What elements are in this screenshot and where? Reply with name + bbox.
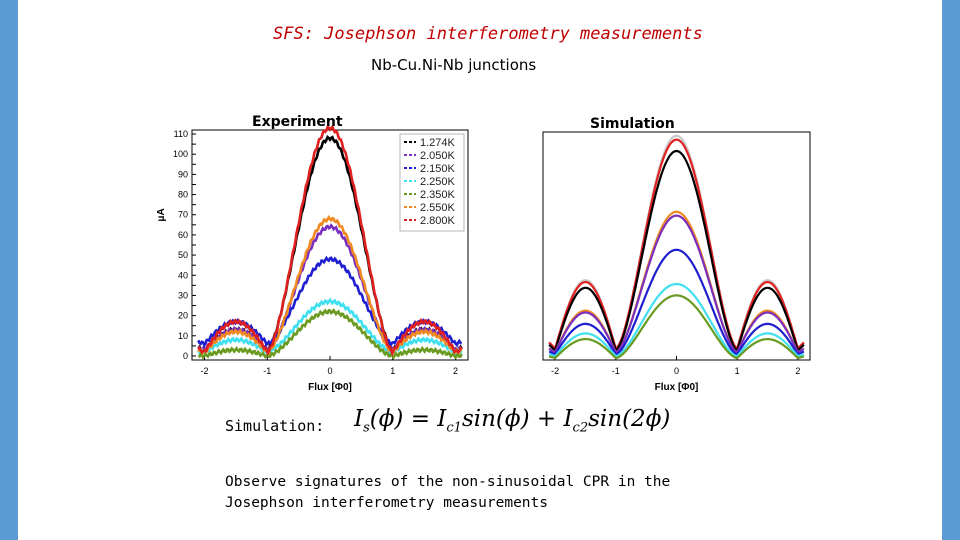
y-tick-label: 40: [178, 270, 188, 280]
series-line: [197, 124, 463, 357]
cpr-formula: Is(ϕ) = Ic1sin(ϕ) + Ic2sin(2ϕ): [354, 406, 671, 436]
series-line: [548, 149, 805, 353]
x-tick-label: 2: [453, 366, 458, 376]
y-tick-label: 30: [178, 290, 188, 300]
x-tick-label: 0: [327, 366, 332, 376]
plot-frame: [542, 131, 811, 361]
series-line: [548, 134, 805, 351]
x-tick-label: 1: [735, 366, 740, 376]
y-tick-label: 110: [174, 129, 188, 139]
simulation-label: Simulation: [590, 116, 675, 132]
series-line: [197, 297, 463, 356]
x-tick-label: -2: [551, 366, 559, 376]
legend-entry: 2.150K: [420, 163, 456, 175]
legend-entry: 2.250K: [420, 176, 456, 188]
series-line: [198, 307, 463, 360]
y-tick-label: 70: [178, 210, 188, 220]
slide-title: SFS: Josephson interferometry measuremen…: [273, 24, 703, 44]
legend-box: [399, 133, 465, 232]
legend-entry: 2.800K: [420, 215, 456, 227]
series-line: [548, 294, 805, 360]
x-tick-label: -1: [612, 366, 620, 376]
y-tick-label: 80: [178, 190, 188, 200]
legend-entry: 2.050K: [420, 150, 456, 162]
legend-entry: 1.274K: [420, 137, 456, 149]
legend-entry: 2.550K: [420, 202, 456, 214]
x-tick-label: -2: [201, 366, 209, 376]
y-axis-label: μA: [156, 208, 167, 221]
y-tick-label: 20: [178, 311, 188, 321]
experiment-label: Experiment: [252, 114, 343, 130]
y-tick-label: 0: [183, 351, 188, 361]
y-tick-label: 90: [178, 169, 188, 179]
series-line: [548, 138, 805, 351]
x-tick-label: -1: [263, 366, 271, 376]
series-line: [548, 248, 805, 356]
slide-subtitle: Nb-Cu.Ni-Nb junctions: [371, 56, 537, 74]
x-tick-label: 0: [674, 366, 679, 376]
x-tick-label: 2: [795, 366, 800, 376]
series-line: [548, 210, 805, 354]
observation-text: Observe signatures of the non-sinusoidal…: [225, 474, 671, 511]
x-axis-label: Flux [Φ0]: [655, 382, 699, 393]
y-tick-label: 10: [178, 331, 188, 341]
y-tick-label: 60: [178, 230, 188, 240]
simulation-caption: Simulation:: [225, 417, 325, 435]
y-tick-label: 50: [178, 250, 188, 260]
series-line: [197, 214, 463, 356]
series-line: [548, 282, 805, 358]
y-tick-label: 100: [173, 149, 188, 159]
series-line: [548, 214, 805, 354]
x-tick-label: 1: [390, 366, 395, 376]
legend-entry: 2.350K: [420, 189, 456, 201]
x-axis-label: Flux [Φ0]: [308, 382, 352, 393]
